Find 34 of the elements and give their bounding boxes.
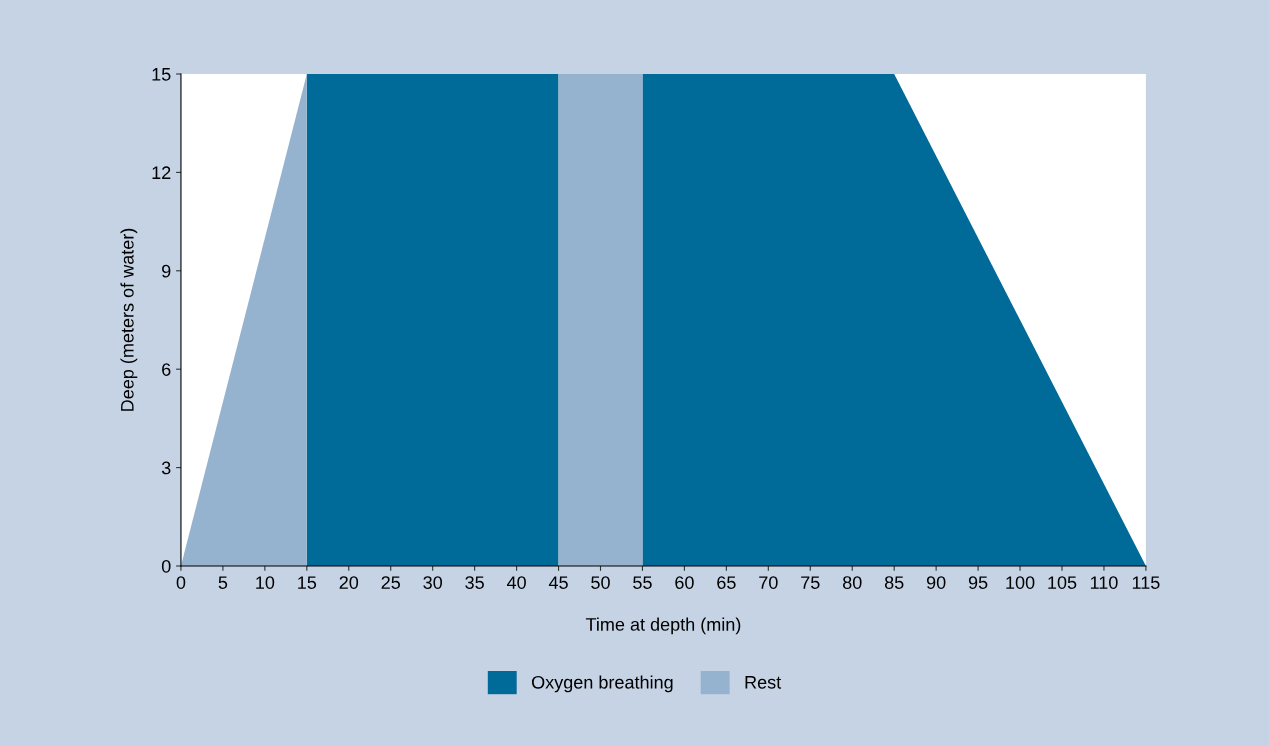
y-tick-label: 3 bbox=[161, 461, 171, 475]
y-tick-label: 12 bbox=[152, 166, 171, 179]
x-tick-label: 25 bbox=[381, 576, 401, 589]
x-tick-label: 95 bbox=[968, 576, 988, 589]
x-tick-label: 85 bbox=[884, 576, 904, 589]
y-tick-label: 9 bbox=[162, 264, 171, 278]
y-tick-label: 0 bbox=[161, 559, 171, 573]
x-tick-label: 70 bbox=[759, 576, 778, 589]
x-tick-label: 10 bbox=[256, 576, 275, 589]
legend-label: Rest bbox=[745, 676, 782, 689]
x-tick-label: 105 bbox=[1048, 576, 1077, 589]
x-tick-label: 75 bbox=[801, 576, 820, 589]
x-tick-label: 100 bbox=[1006, 576, 1035, 589]
x-tick-label: 5 bbox=[218, 576, 228, 589]
x-tick-label: 15 bbox=[298, 576, 317, 589]
x-tick-label: 65 bbox=[717, 576, 736, 589]
x-tick-label: 110 bbox=[1090, 576, 1118, 589]
x-tick-label: 50 bbox=[591, 576, 610, 589]
x-tick-label: 55 bbox=[633, 576, 652, 589]
x-tick-label: 90 bbox=[926, 576, 946, 589]
y-tick-label: 6 bbox=[162, 363, 171, 376]
x-axis-title: Time at depth (min) bbox=[585, 617, 741, 635]
x-tick-label: 35 bbox=[465, 576, 484, 589]
x-tick-label: 0 bbox=[176, 576, 186, 589]
x-tick-label: 45 bbox=[548, 576, 568, 589]
x-tick-label: 80 bbox=[842, 576, 862, 589]
x-tick-label: 60 bbox=[675, 576, 694, 589]
x-tick-label: 115 bbox=[1132, 576, 1160, 589]
x-tick-label: 40 bbox=[506, 576, 526, 589]
x-tick-label: 20 bbox=[339, 576, 359, 589]
legend-label: Oxygen breathing bbox=[531, 675, 673, 693]
y-tick-label: 15 bbox=[152, 68, 171, 81]
x-tick-label: 30 bbox=[423, 576, 443, 589]
y-axis-title: Deep (meters of water) bbox=[120, 228, 138, 411]
